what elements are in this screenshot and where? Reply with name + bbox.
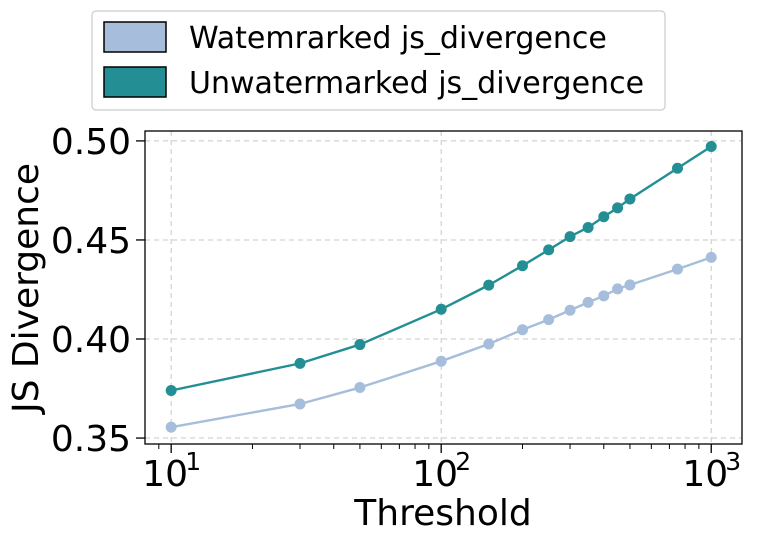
data-point [483,279,495,291]
data-point [612,283,624,295]
legend: Watemrarked js_divergence Unwatermarked … [91,10,666,111]
data-point [705,251,717,263]
x-tick-label-exponent: 3 [725,447,741,476]
data-point [435,303,447,315]
y-axis-label: JS Divergence [6,163,47,415]
x-tick-label: 10 [142,454,188,495]
data-point [294,398,306,410]
data-point [294,357,306,369]
data-point [582,221,594,233]
data-point [435,355,447,367]
data-point [671,162,683,174]
data-point [564,304,576,316]
data-point [624,193,636,205]
data-point [516,324,528,336]
x-axis-label: Threshold [353,493,531,534]
grid [145,131,742,444]
data-point [564,231,576,243]
data-point [516,260,528,272]
data-point [671,263,683,275]
legend-frame [91,10,666,111]
y-tick-label: 0.50 [51,122,131,163]
x-tick-label-exponent: 1 [185,447,201,476]
data-point [165,385,177,397]
y-tick-label: 0.45 [51,221,131,262]
data-point [543,244,555,256]
data-point [598,290,610,302]
x-tick-label: 10 [412,454,458,495]
legend-swatch-unwatermarked [103,66,167,98]
legend-label-watermarked: Watemrarked js_divergence [189,21,607,56]
legend-swatch-watermarked [103,21,167,53]
legend-label-unwatermarked: Unwatermarked js_divergence [189,66,644,101]
x-tick-label: 10 [682,454,728,495]
series-0 [165,251,717,433]
data-point [624,279,636,291]
x-tick-label-exponent: 2 [455,447,471,476]
y-tick-label: 0.40 [51,320,131,361]
series-1 [165,140,717,397]
data-point [354,382,366,394]
data-point [705,140,717,152]
data-point [612,202,624,214]
data-point [543,314,555,326]
plot-area-frame [144,130,743,445]
data-point [165,421,177,433]
data-point [354,339,366,351]
data-point [483,338,495,350]
series-layer [165,140,717,433]
y-tick-label: 0.35 [51,419,131,460]
data-point [582,296,594,308]
data-point [598,211,610,223]
